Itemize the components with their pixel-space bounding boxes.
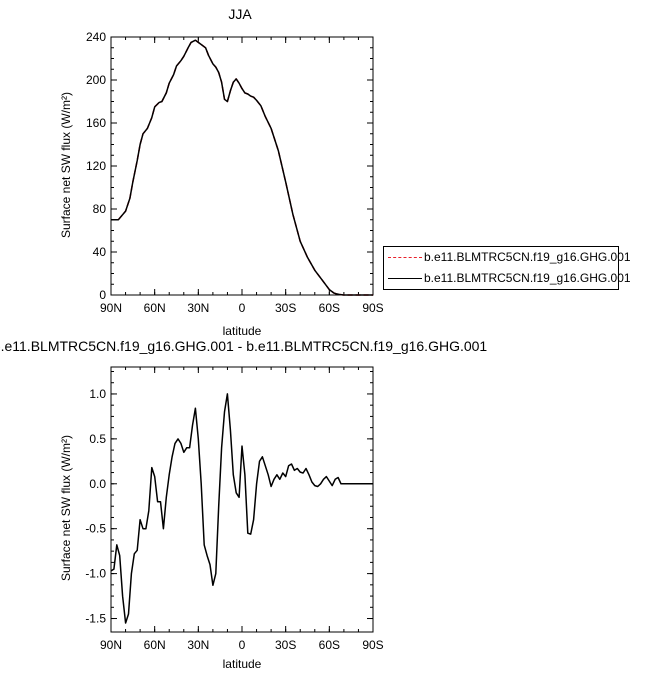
bottom-y-tick-label: -1.5: [85, 612, 106, 626]
legend-label: b.e11.BLMTRC5CN.f19_g16.GHG.001: [424, 271, 631, 285]
bottom-x-axis-label: latitude: [223, 657, 262, 671]
top-x-tick-label: 30S: [275, 301, 296, 315]
legend-label: b.e11.BLMTRC5CN.f19_g16.GHG.001: [424, 250, 631, 264]
top-x-tick-label: 0: [239, 301, 246, 315]
top-y-tick-label: 120: [86, 159, 106, 173]
top-y-tick-label: 200: [86, 73, 106, 87]
bottom-chart-title: b.e11.BLMTRC5CN.f19_g16.GHG.001 - b.e11.…: [0, 338, 487, 354]
top-x-tick-label: 30N: [187, 301, 209, 315]
top-x-axis-label: latitude: [223, 324, 262, 338]
top-series-line-0: [111, 39, 373, 296]
bottom-plot-area: 90N 60N 30N 0 30S 60S 90S -1.5 -1.0 -0.5 0.0 0.5 1.0: [85, 366, 384, 652]
bottom-x-tick-label: 60N: [144, 638, 166, 652]
bottom-y-tick-label: 1.0: [89, 387, 106, 401]
legend: b.e11.BLMTRC5CN.f19_g16.GHG.001 b.e11.BL…: [383, 246, 631, 290]
bottom-y-axis-label: Surface net SW flux (W/m²): [59, 435, 73, 581]
bottom-y-tick-label: 0.5: [89, 432, 106, 446]
top-x-tick-label: 60S: [319, 301, 340, 315]
bottom-y-tick-label: -0.5: [85, 522, 106, 536]
legend-item-dashed-red: b.e11.BLMTRC5CN.f19_g16.GHG.001: [384, 248, 631, 268]
top-y-tick-label: 240: [86, 30, 106, 44]
bottom-x-tick-label: 60S: [319, 638, 340, 652]
bottom-x-tick-label: 90N: [100, 638, 122, 652]
legend-item-solid-black: b.e11.BLMTRC5CN.f19_g16.GHG.001: [384, 269, 631, 289]
top-y-axis-label: Surface net SW flux (W/m²): [59, 92, 73, 238]
bottom-x-tick-label: 0: [239, 638, 246, 652]
bottom-x-tick-label: 30N: [187, 638, 209, 652]
bottom-panel: b.e11.BLMTRC5CN.f19_g16.GHG.001 - b.e11.…: [0, 338, 487, 671]
bottom-series-line-0: [110, 393, 373, 624]
top-plot-frame: [110, 36, 374, 296]
bottom-y-tick-label: -1.0: [85, 567, 106, 581]
bottom-y-tick-label: 0.0: [89, 477, 106, 491]
top-y-tick-label: 0: [99, 288, 106, 302]
bottom-x-tick-label: 30S: [275, 638, 296, 652]
top-chart-title: JJA: [228, 6, 252, 22]
legend-swatch-dashed-red: [388, 257, 422, 258]
top-y-tick-label: 160: [86, 116, 106, 130]
top-y-tick-label: 80: [93, 202, 107, 216]
legend-swatch-solid-black: [388, 278, 422, 279]
top-plot-area: 90N 60N 30N 0 30S 60S 90S 0 40 80 120 160 200 240: [86, 30, 384, 315]
top-x-tick-label: 60N: [144, 301, 166, 315]
bottom-x-tick-label: 90S: [362, 638, 383, 652]
top-series-line-1: [111, 39, 373, 296]
top-x-tick-label: 90N: [100, 301, 122, 315]
top-panel: JJA 90N 60N 30N 0 30S 60S 90S 0 40 80 120 160 200 240…: [59, 6, 384, 338]
top-y-tick-label: 40: [93, 245, 107, 259]
top-x-tick-label: 90S: [362, 301, 383, 315]
